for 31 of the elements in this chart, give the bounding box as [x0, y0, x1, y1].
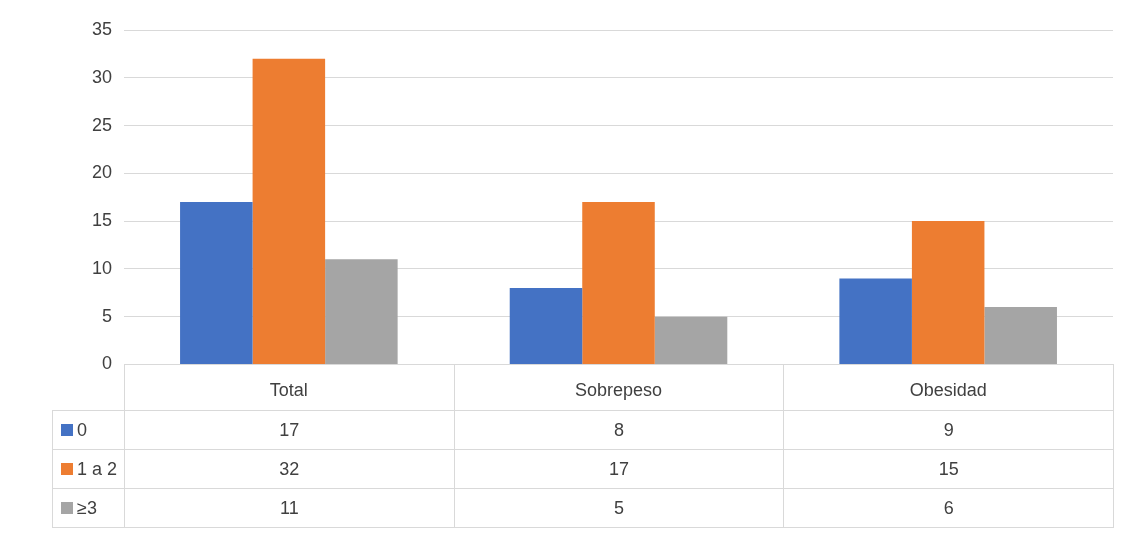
bar	[325, 259, 398, 364]
legend-label: 1 a 2	[52, 449, 125, 489]
y-tick-label: 5	[102, 305, 113, 326]
bar	[654, 316, 728, 364]
data-label: 8	[454, 410, 784, 450]
bar	[509, 287, 583, 364]
y-tick-label: 0	[102, 353, 113, 374]
x-tick-label: Sobrepeso	[574, 380, 663, 401]
data-label: 17	[454, 449, 784, 489]
bar	[984, 307, 1057, 364]
data-label: 6	[783, 488, 1114, 528]
data-label: 17	[124, 410, 455, 450]
data-label: 9	[783, 410, 1114, 450]
bar	[839, 278, 912, 364]
y-tick-label: 10	[91, 257, 113, 278]
bar	[180, 201, 253, 364]
x-tick-label: Total	[269, 380, 308, 401]
bar	[252, 58, 326, 364]
y-tick-label: 25	[91, 114, 113, 135]
bar	[582, 201, 655, 364]
y-tick-label: 35	[91, 18, 113, 39]
legend-label: ≥3	[52, 488, 125, 528]
data-label: 32	[124, 449, 455, 489]
data-label: 5	[454, 488, 784, 528]
data-label: 11	[124, 488, 455, 528]
y-tick-label: 30	[91, 66, 113, 87]
y-tick-label: 15	[91, 210, 113, 231]
y-tick-label: 20	[91, 162, 113, 183]
x-tick-label: Obesidad	[909, 380, 987, 401]
data-label: 15	[783, 449, 1114, 489]
bar	[911, 221, 985, 364]
